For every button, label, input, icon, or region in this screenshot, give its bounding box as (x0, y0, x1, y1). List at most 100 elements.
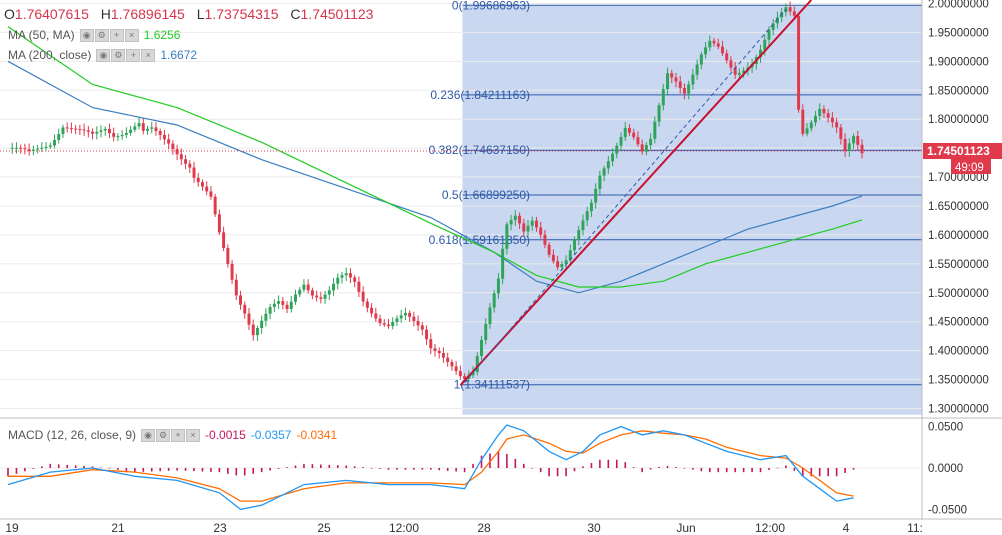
candle (44, 146, 48, 148)
candle (543, 234, 547, 245)
candle (200, 182, 204, 187)
settings-icon[interactable]: ⚙ (111, 48, 126, 62)
macd-histogram-bar (15, 468, 18, 474)
macd-histogram-bar (336, 465, 339, 468)
macd-histogram-bar (396, 468, 398, 470)
time-tick-label: 30 (587, 521, 601, 535)
candle (107, 128, 111, 134)
macd-histogram-bar (590, 463, 593, 468)
macd-legend[interactable]: MACD (12, 26, close, 9) ◉ ⚙ + × -0.0015 … (8, 428, 337, 442)
macd-histogram-bar (480, 455, 483, 468)
candle (492, 293, 496, 308)
macd-histogram-bar (438, 468, 441, 471)
candle (644, 145, 648, 152)
macd-histogram-bar (421, 468, 424, 470)
candle (230, 263, 234, 280)
price-tick-label: 2.00000000 (928, 0, 989, 10)
candle (611, 153, 615, 162)
close-icon[interactable]: × (186, 428, 201, 442)
macd-controls[interactable]: ◉ ⚙ + × (141, 428, 201, 442)
price-tick-label: 1.70000000 (928, 172, 989, 184)
fibonacci-zone (462, 5, 922, 415)
candle (653, 121, 657, 139)
macd-histogram-bar (150, 468, 153, 472)
time-tick-label: 21 (111, 521, 125, 535)
macd-histogram-bar (32, 468, 35, 469)
macd-histogram-bar (269, 468, 271, 471)
ma50-controls[interactable]: ◉ ⚙ + × (79, 28, 139, 42)
candle (830, 117, 834, 123)
candle (636, 137, 640, 145)
add-icon[interactable]: + (126, 48, 141, 62)
add-icon[interactable]: + (171, 428, 186, 442)
candle (175, 149, 179, 155)
candle (243, 304, 247, 314)
add-icon[interactable]: + (109, 28, 124, 42)
macd-histogram-bar (548, 468, 550, 477)
candle (408, 312, 412, 317)
close-icon[interactable]: × (124, 28, 139, 42)
candle (729, 60, 733, 68)
candle (534, 220, 538, 228)
time-tick-label: 4 (843, 521, 850, 535)
candle (687, 84, 691, 94)
fib-level-label: 0(1.99686963) (452, 0, 530, 12)
candle (818, 108, 822, 116)
candle (327, 290, 331, 295)
candle (310, 290, 314, 296)
macd-histogram-bar (835, 468, 838, 477)
candle (234, 279, 238, 296)
ma200-legend[interactable]: MA (200, close) ◉ ⚙ + × 1.6672 (8, 48, 197, 62)
visibility-icon[interactable]: ◉ (79, 28, 94, 42)
current-price-tag (923, 143, 1002, 160)
visibility-icon[interactable]: ◉ (96, 48, 111, 62)
candle (797, 15, 801, 110)
macd-histogram-bar (66, 464, 68, 468)
candle (137, 123, 141, 127)
macd-histogram-bar (379, 468, 381, 469)
candle (716, 43, 720, 47)
candle (378, 318, 382, 324)
macd-histogram-bar (117, 468, 119, 470)
candle (133, 126, 137, 130)
candle (167, 139, 171, 144)
candle (357, 281, 361, 292)
settings-icon[interactable]: ⚙ (156, 428, 171, 442)
macd-histogram-bar (311, 464, 314, 468)
candle (319, 297, 323, 299)
macd-histogram-bar (666, 466, 669, 468)
candle (112, 133, 116, 137)
candle (826, 113, 830, 118)
ma200-controls[interactable]: ◉ ⚙ + × (96, 48, 156, 62)
settings-icon[interactable]: ⚙ (94, 28, 109, 42)
candle (564, 260, 568, 265)
price-tick-label: 1.85000000 (928, 85, 989, 97)
candle (843, 138, 847, 152)
candle (856, 136, 860, 145)
candle (822, 108, 826, 114)
ma50-legend[interactable]: MA (50, MA) ◉ ⚙ + × 1.6256 (8, 28, 180, 42)
candle (657, 105, 661, 122)
macd-histogram-bar (556, 468, 559, 477)
candle (547, 244, 551, 255)
candle (670, 73, 674, 78)
fib-level-label: 0.236(1.84211163) (430, 88, 530, 102)
high-value: 1.76896145 (110, 6, 185, 22)
visibility-icon[interactable]: ◉ (141, 428, 156, 442)
macd-histogram-bar (768, 468, 770, 470)
macd-histogram-bar (193, 468, 195, 472)
candle (725, 53, 729, 61)
candle (771, 23, 775, 30)
macd-tick-label: 0.0000 (928, 463, 963, 475)
candle (222, 232, 226, 249)
candle (640, 144, 644, 152)
macd-hist-value: -0.0015 (205, 428, 246, 442)
macd-histogram-bar (658, 466, 660, 468)
macd-histogram-bar (429, 468, 432, 470)
macd-line (7, 424, 854, 511)
close-icon[interactable]: × (141, 48, 156, 62)
candle (239, 295, 243, 305)
candle (399, 315, 403, 319)
macd-histogram-bar (176, 468, 178, 471)
